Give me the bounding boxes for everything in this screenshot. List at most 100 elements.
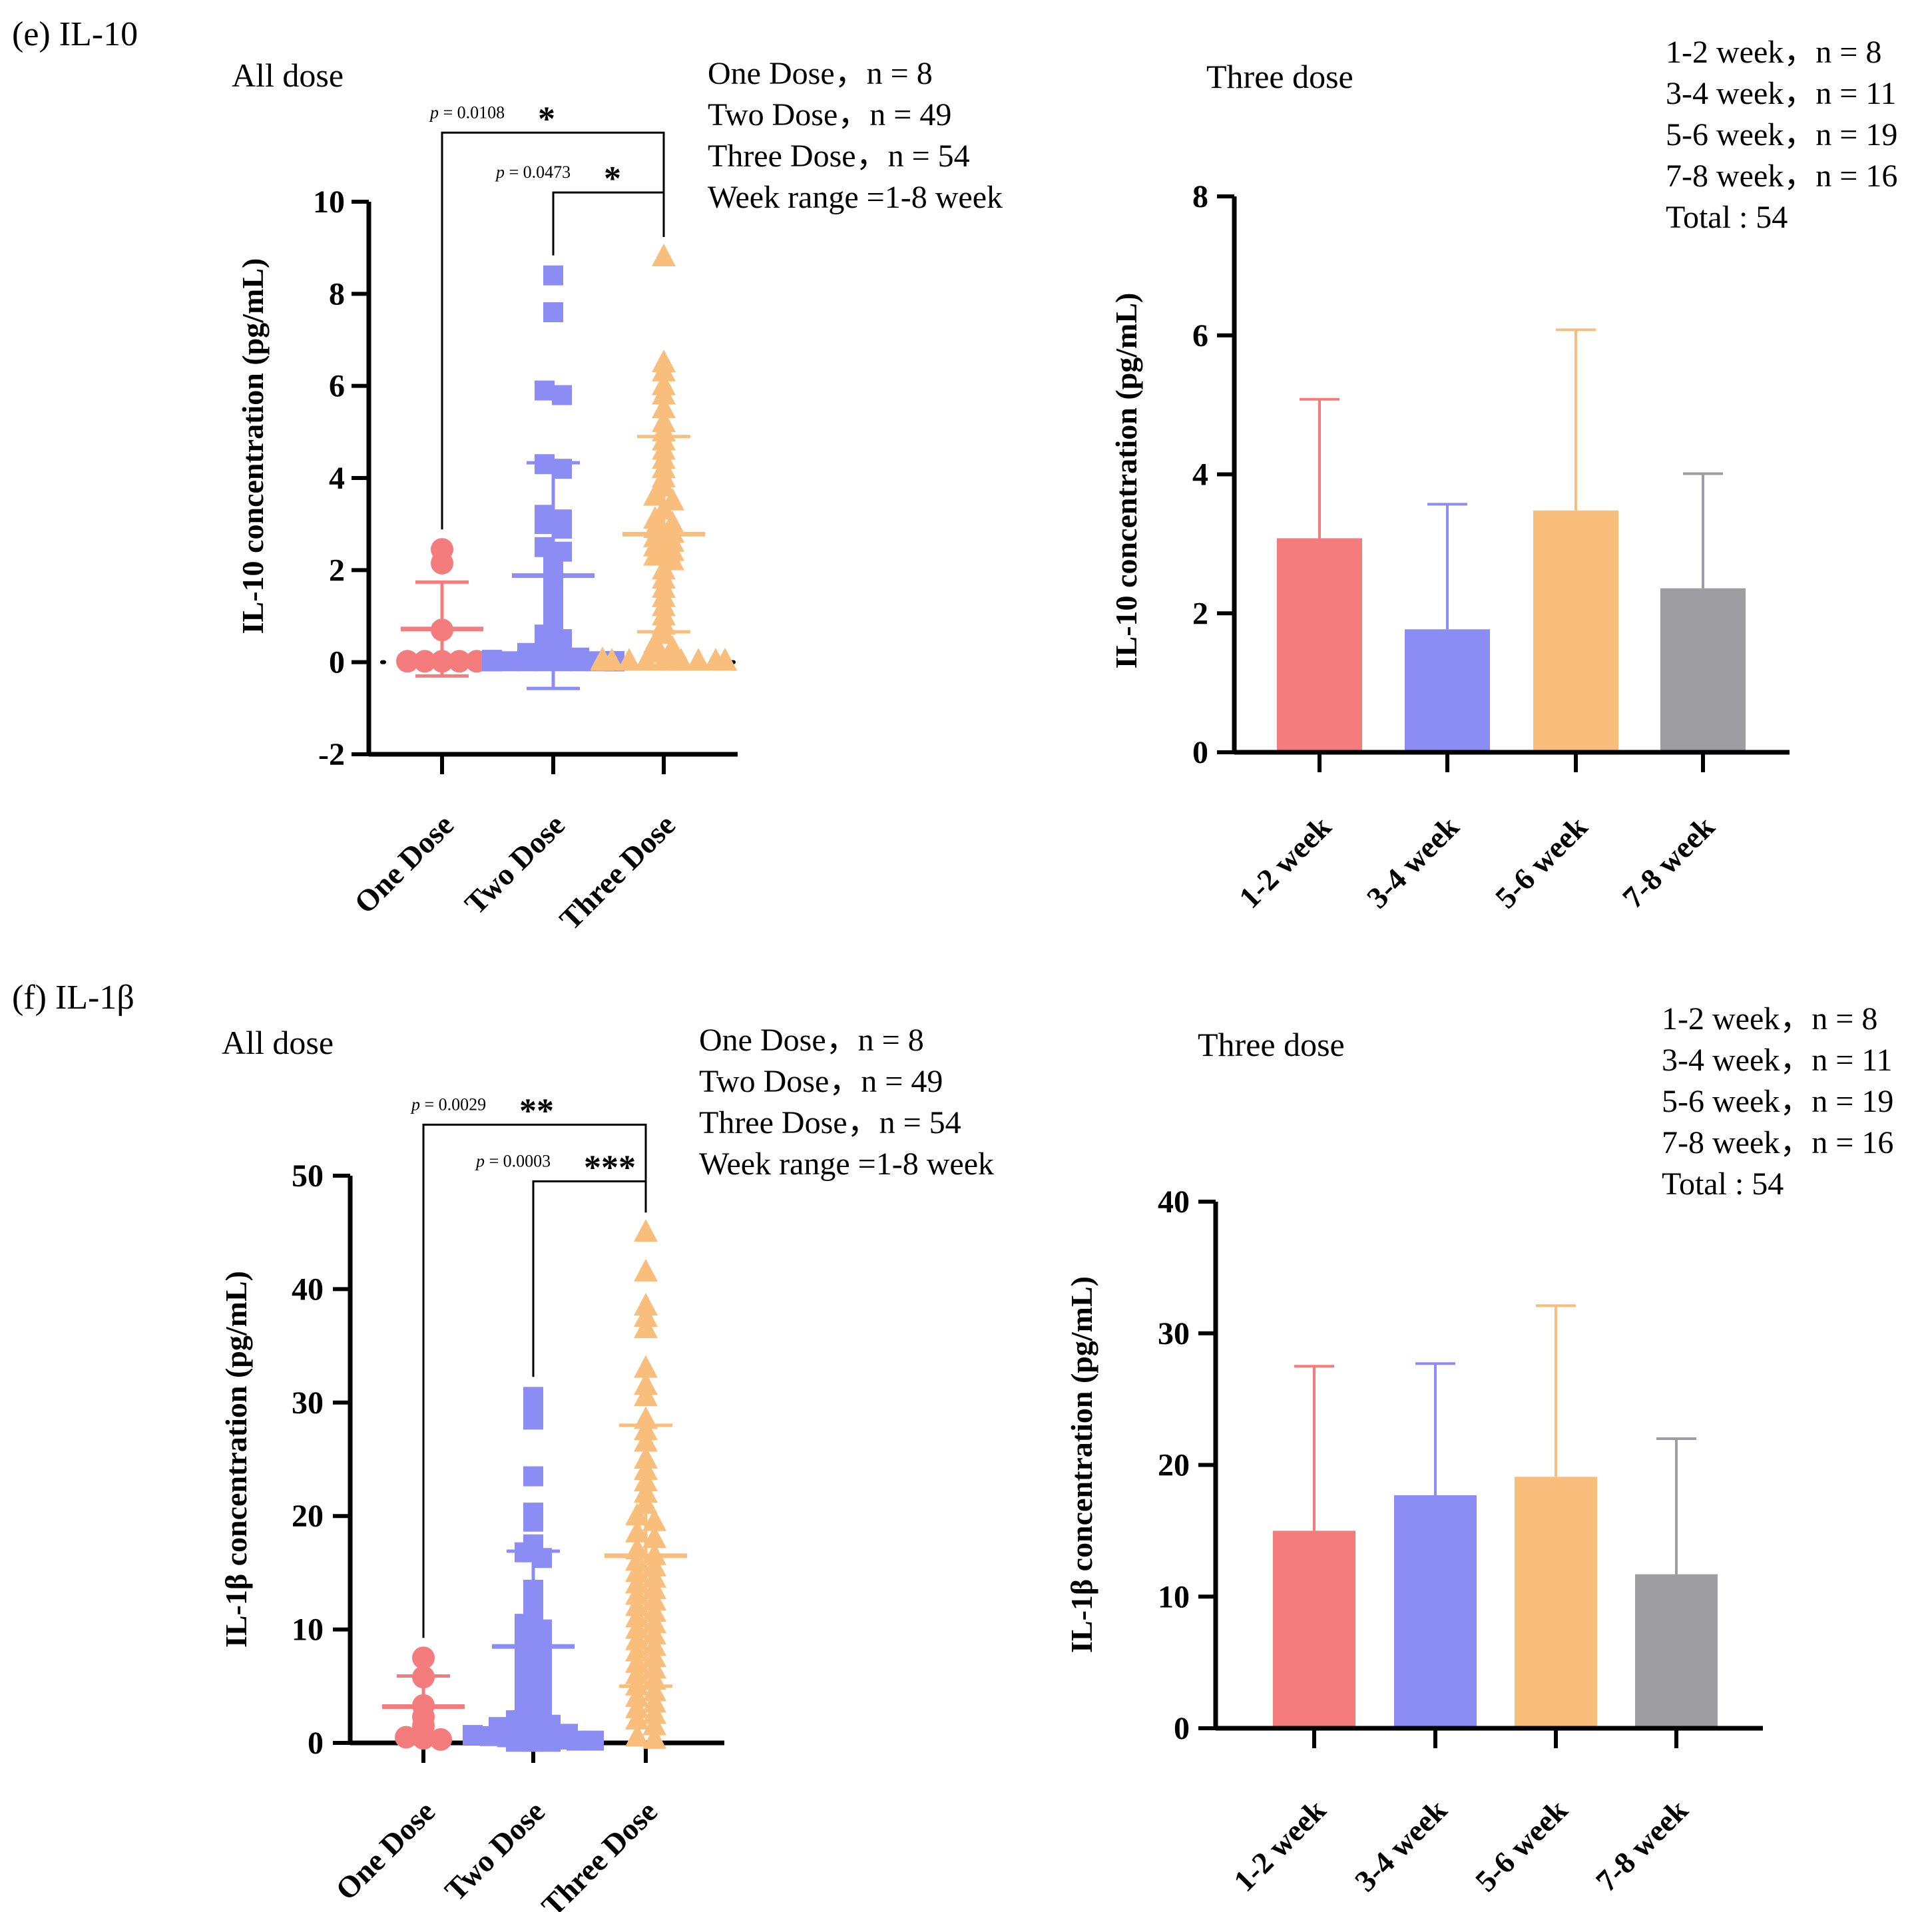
significance-bracket: [532, 1180, 647, 1377]
il1b-three-dose-bar-chart: 0 10 20 30 40 1-2 week 3-4 week 5-6 week 7-8 wee…: [1065, 1184, 1763, 1898]
data-point: [642, 1690, 666, 1713]
significance-bracket: [422, 1123, 647, 1638]
data-point: [642, 1588, 666, 1610]
y-tick-label: 0: [308, 1726, 324, 1761]
legend-line: Week range =1-8 week: [708, 180, 1003, 215]
data-point: [625, 1519, 649, 1543]
data-point: [625, 1570, 649, 1594]
data-point: [634, 1304, 658, 1327]
x-category-label: Three Dose: [535, 1794, 664, 1912]
data-point: [543, 302, 563, 322]
data-point: [634, 1292, 658, 1315]
y-tick-label: 20: [1158, 1448, 1190, 1483]
y-tick-label: 40: [292, 1272, 324, 1307]
data-point: [643, 483, 667, 506]
data-point: [569, 651, 589, 672]
legend-line: One Dose，n = 8: [699, 1023, 924, 1058]
y-axis-title: IL-1β concentration (pg/mL): [1065, 1276, 1098, 1653]
data-point: [634, 648, 658, 671]
p-value-label: p = 0.0029: [410, 1094, 486, 1114]
significance-stars: **: [519, 1092, 554, 1130]
data-point: [625, 1548, 649, 1571]
il10-three-dose-bar-chart: 0 2 4 6 8 1-2 week 3-4 week 5-6 week 7-8 week IL-…: [1109, 179, 1790, 915]
significance-stars: *: [604, 160, 621, 198]
data-point: [652, 244, 676, 266]
data-point: [642, 1712, 666, 1736]
data-point: [500, 651, 520, 672]
data-point: [625, 1593, 649, 1616]
data-point: [686, 648, 710, 671]
data-point: [634, 1219, 658, 1242]
data-point: [642, 1622, 666, 1645]
data-point: [552, 385, 572, 405]
data-point: [652, 381, 676, 405]
x-category-label: Two Dose: [438, 1794, 551, 1907]
legend-line: Two Dose，n = 49: [699, 1064, 943, 1099]
legend-line: 5-6 week，n = 19: [1662, 1084, 1893, 1119]
legend-line: 1-2 week，n = 8: [1662, 1001, 1877, 1037]
data-point: [642, 1701, 666, 1724]
y-tick-label: 2: [329, 553, 345, 588]
data-point: [625, 1661, 649, 1684]
x-category-label: 3-4 week: [1360, 810, 1465, 915]
y-tick-label: 4: [1192, 457, 1208, 493]
data-point: [642, 1667, 666, 1690]
data-point: [625, 1559, 649, 1582]
panel-f-right-subtitle: Three dose: [1198, 1026, 1345, 1063]
data-point: [642, 1576, 666, 1599]
data-point: [552, 651, 572, 672]
legend-line: 3-4 week，n = 11: [1662, 1043, 1893, 1078]
y-tick-label: 8: [329, 276, 345, 312]
significance-bracket: [441, 131, 665, 530]
data-point: [642, 1599, 666, 1622]
x-category-label: 1-2 week: [1232, 810, 1337, 915]
bar: [1635, 1574, 1718, 1728]
data-point: [625, 1604, 649, 1628]
significance-bracket: [552, 191, 665, 256]
data-point: [642, 1656, 666, 1679]
x-category-label: One Dose: [348, 808, 460, 920]
data-point: [625, 1582, 649, 1605]
data-point: [463, 1725, 483, 1746]
legend-line: 7-8 week，n = 16: [1666, 158, 1897, 194]
y-tick-label: 6: [329, 369, 345, 404]
data-point: [634, 1355, 658, 1378]
data-point: [567, 1730, 587, 1751]
data-point: [431, 551, 453, 575]
data-point: [483, 651, 503, 672]
data-point: [625, 1616, 649, 1639]
x-category-label: 5-6 week: [1469, 1793, 1574, 1898]
bar: [1515, 1477, 1597, 1728]
data-point: [523, 1409, 543, 1430]
data-point: [448, 650, 471, 673]
y-tick-label: 6: [1192, 318, 1208, 354]
panel-e-left-subtitle: All dose: [232, 57, 344, 94]
bar: [1405, 629, 1490, 752]
data-point: [413, 650, 436, 673]
legend-line: Week range =1-8 week: [699, 1146, 994, 1182]
data-point: [642, 1633, 666, 1656]
data-point: [642, 1553, 666, 1576]
panel-f-left-subtitle: All dose: [222, 1024, 334, 1061]
data-point: [412, 1646, 435, 1670]
panel-f-label: (f) IL-1β: [12, 979, 134, 1017]
p-value-label: p = 0.0003: [475, 1152, 551, 1171]
bar: [1273, 1531, 1355, 1728]
legend-line: Total : 54: [1662, 1166, 1784, 1202]
y-axis-title: IL-10 concentration (pg/mL): [1109, 293, 1143, 669]
legend-line: One Dose，n = 8: [708, 56, 933, 91]
data-point: [713, 648, 737, 671]
x-category-label: 5-6 week: [1489, 810, 1594, 915]
panel-f-right-legend: 1-2 week，n = 8 3-4 week，n = 11 5-6 week，…: [1662, 1001, 1893, 1202]
y-tick-label: 4: [329, 461, 345, 496]
data-point: [625, 1706, 649, 1730]
x-category-label: Three Dose: [553, 808, 682, 937]
legend-line: 5-6 week，n = 19: [1666, 117, 1897, 152]
y-axis-title: IL-1β concentration (pg/mL): [219, 1271, 253, 1648]
data-point: [617, 648, 641, 671]
data-point: [634, 1372, 658, 1395]
data-point: [535, 514, 555, 535]
y-tick-label: 0: [329, 645, 345, 680]
